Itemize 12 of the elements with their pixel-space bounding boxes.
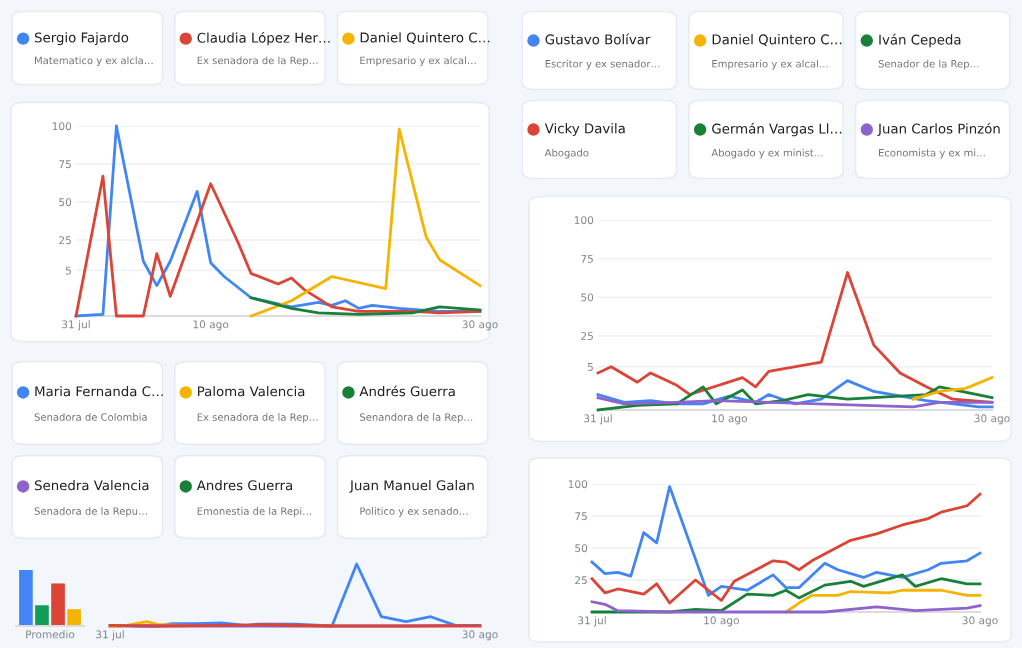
line-series	[596, 385, 994, 412]
line-series	[784, 588, 982, 614]
line-series	[596, 379, 994, 409]
line-series	[590, 573, 982, 614]
bar	[19, 570, 33, 626]
bar	[51, 583, 65, 626]
line-series	[249, 296, 482, 316]
line-series	[249, 127, 482, 318]
bar	[35, 605, 49, 626]
bar	[67, 609, 81, 626]
line-series	[74, 174, 482, 318]
line-series	[911, 376, 994, 401]
